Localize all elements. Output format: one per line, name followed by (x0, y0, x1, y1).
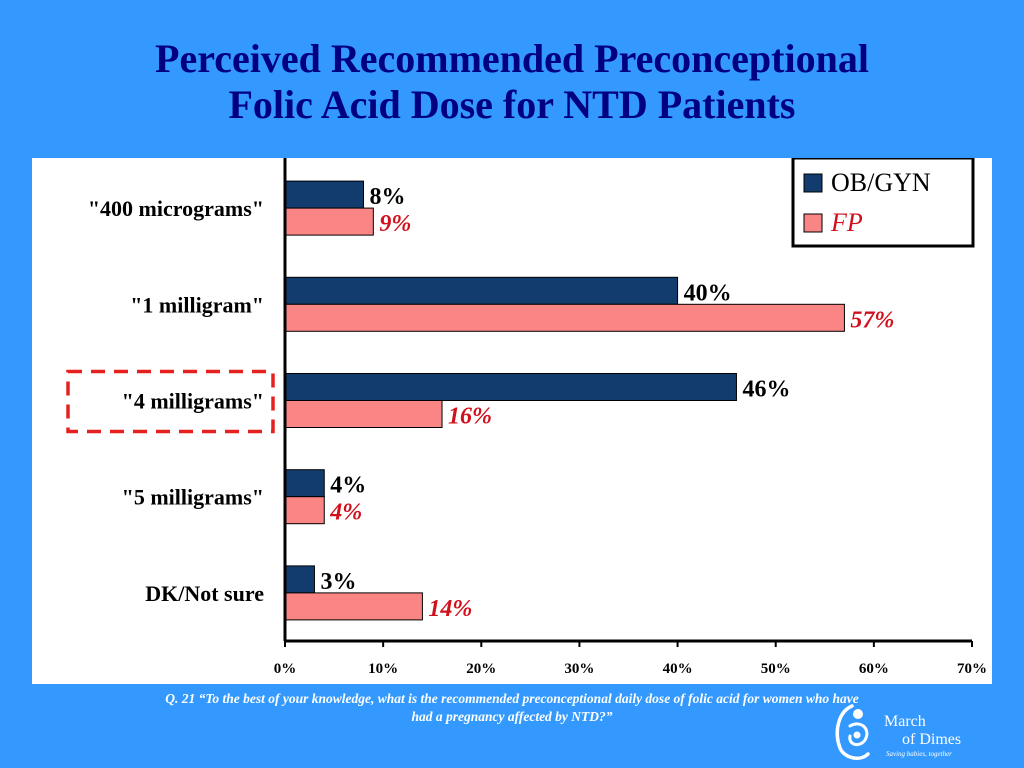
question-footnote: Q. 21 “To the best of your knowledge, wh… (40, 690, 984, 726)
obgyn-value-label: 8% (370, 184, 406, 210)
x-tick-label: 0% (274, 661, 297, 677)
obgyn-value-label: 3% (320, 569, 356, 595)
footnote-line-2: had a pregnancy affected by NTD?” (411, 709, 613, 724)
fp-value-label: 9% (379, 211, 411, 237)
legend-label-fp: FP (830, 208, 863, 237)
category-label: "400 micrograms" (88, 196, 264, 221)
bar-chart: "400 micrograms" 8%9% "1 milligram" 40% 57% "… (66, 158, 987, 677)
fp-bar (284, 400, 443, 428)
obgyn-bar (284, 373, 737, 401)
title-line-2: Folic Acid Dose for NTD Patients (228, 82, 796, 127)
x-tick-label: 20% (466, 661, 496, 677)
fp-value-label: 57% (850, 307, 894, 333)
x-tick-label: 30% (564, 661, 594, 677)
obgyn-bar (284, 469, 325, 498)
fp-value-label: 14% (428, 596, 472, 622)
fp-bar (284, 207, 374, 236)
legend-swatch-fp (803, 213, 823, 233)
chart-panel: "400 micrograms" 8% 9% "1 milligram" 40% 57% "… (32, 158, 992, 684)
highlight-box (66, 369, 275, 434)
footnote-line-1: Q. 21 “To the best of your knowledge, wh… (165, 691, 859, 706)
slide-title: Perceived Recommended Preconceptional Fo… (0, 36, 1024, 128)
fp-value-label: 16% (448, 404, 492, 430)
legend-label-obgyn: OB/GYN (831, 168, 931, 197)
title-line-1: Perceived Recommended Preconceptional (155, 36, 869, 81)
x-tick-label: 50% (761, 661, 791, 677)
obgyn-bar (284, 276, 679, 305)
legend-box (791, 158, 975, 248)
category-label: "4 milligrams" (122, 389, 264, 414)
obgyn-value-label: 40% (684, 280, 732, 306)
logo-text-march: March (884, 713, 926, 730)
x-tick-label: 40% (663, 661, 693, 677)
fp-bar (284, 303, 845, 332)
category-label: DK/Not sure (145, 581, 264, 606)
obgyn-bar (284, 180, 365, 209)
legend-swatch-obgyn (803, 173, 823, 193)
category-label: "5 milligrams" (122, 485, 264, 510)
logo-text-of-dimes: of Dimes (902, 731, 961, 748)
fp-bar (284, 496, 325, 525)
category-label: "1 milligram" (130, 292, 264, 317)
march-of-dimes-logo: March of Dimes Saving babies, together (835, 704, 961, 760)
fp-value-label: 4% (329, 500, 362, 526)
obgyn-value-label: 46% (742, 377, 790, 403)
obgyn-bar (284, 565, 315, 594)
logo-tagline: Saving babies, together (886, 750, 952, 758)
x-tick-label: 60% (859, 661, 889, 677)
fp-bar (284, 592, 423, 621)
obgyn-value-label: 4% (330, 473, 366, 499)
x-tick-label: 10% (368, 661, 398, 677)
x-tick-label: 70% (957, 661, 987, 677)
